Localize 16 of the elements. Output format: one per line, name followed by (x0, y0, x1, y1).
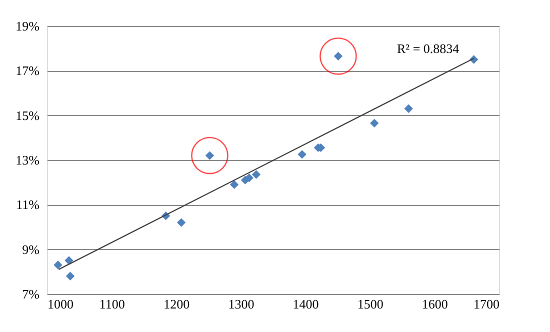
x-tick-label: 1300 (228, 296, 254, 312)
y-tick-label: 13% (16, 152, 40, 168)
y-tick-label: 19% (16, 18, 40, 34)
x-tick-label: 1200 (164, 296, 190, 312)
y-tick-label: 17% (16, 63, 40, 78)
annotation: R² = 0.8834 (397, 41, 460, 56)
x-tick-label: 1400 (292, 296, 319, 312)
y-tick-label: 9% (22, 242, 40, 257)
x-tick-label: 1000 (48, 296, 74, 312)
x-tick-label: 1600 (422, 296, 448, 312)
y-tick-label: 15% (16, 108, 40, 123)
x-tick-label: 1100 (99, 296, 125, 312)
x-tick-label: 1500 (357, 296, 384, 312)
y-tick-label: 11% (16, 197, 40, 212)
y-tick-label: 7% (22, 286, 40, 302)
x-tick-label: 1700 (474, 296, 500, 312)
